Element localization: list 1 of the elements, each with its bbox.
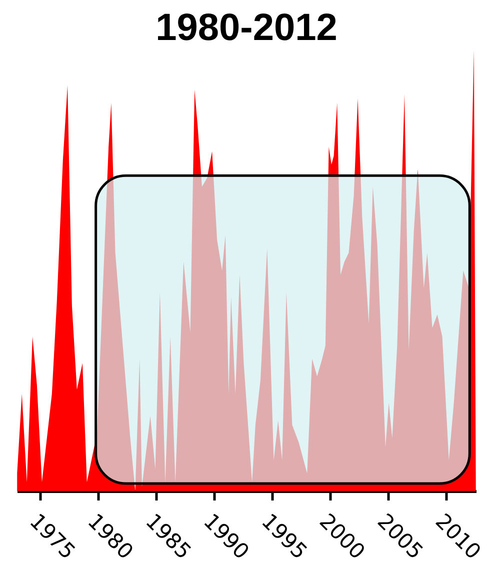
chart-title: 1980-2012 [156, 7, 338, 49]
